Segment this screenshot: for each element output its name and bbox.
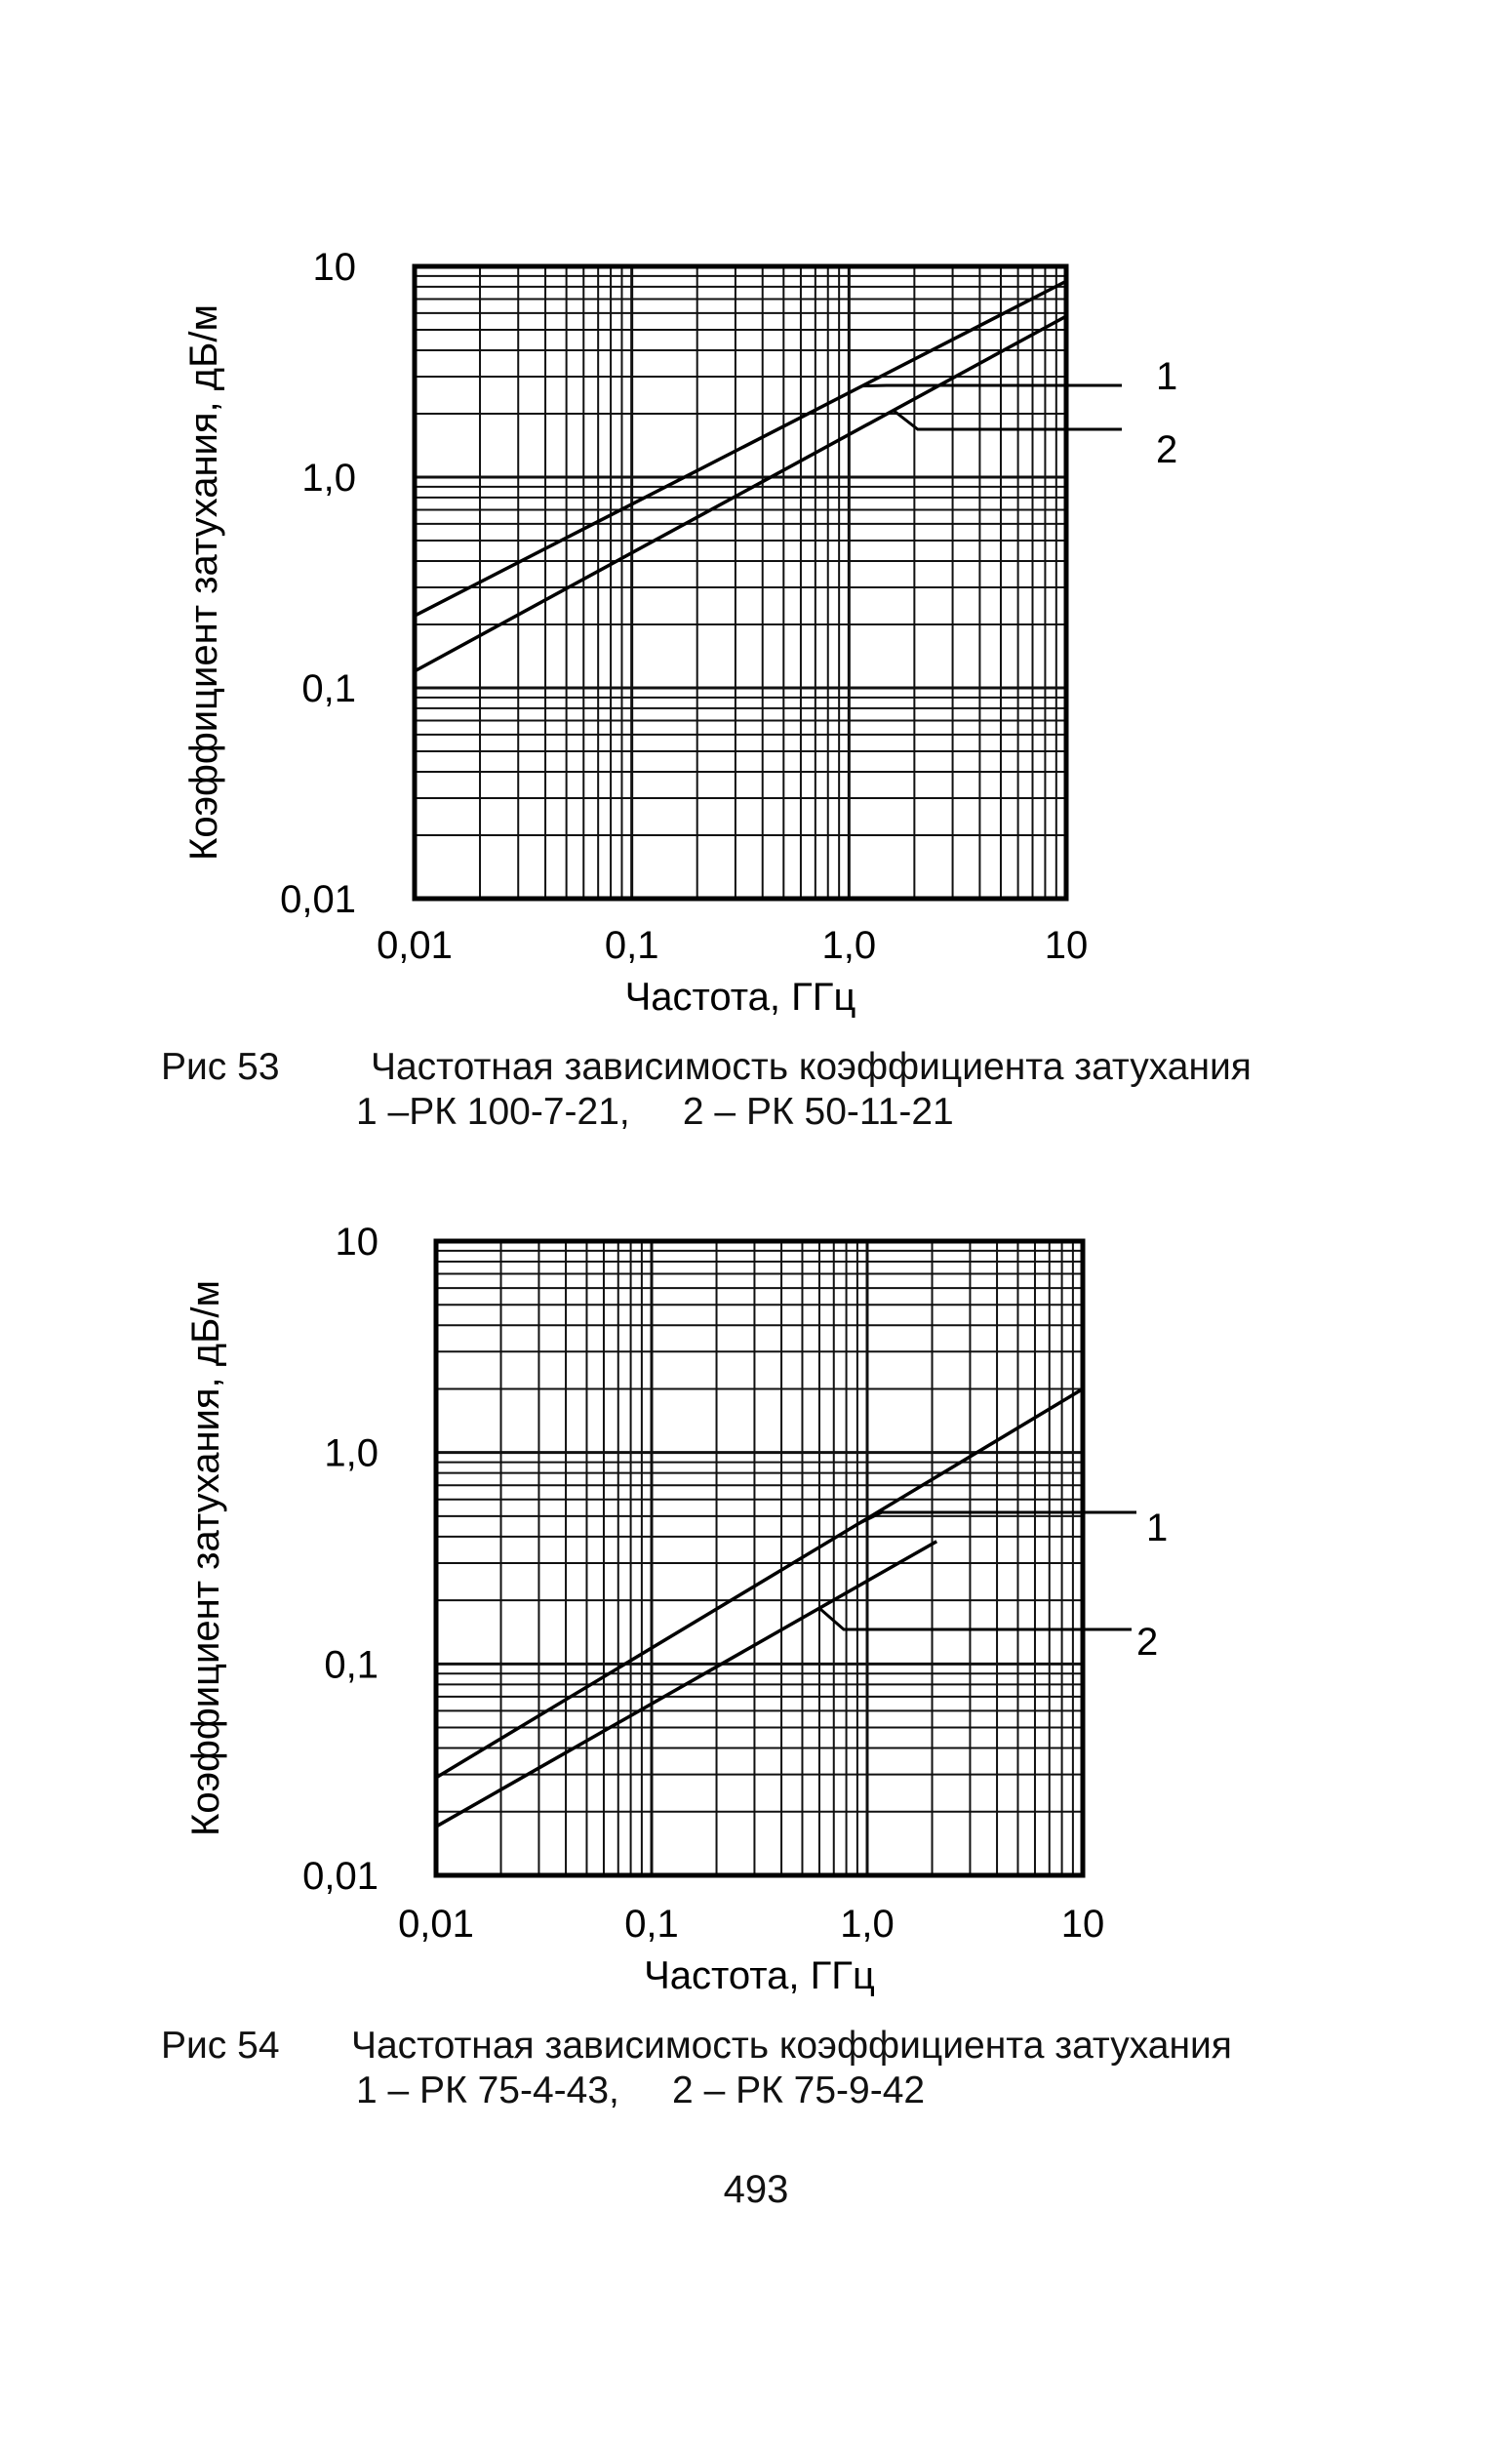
x-tick-label: 10 [1061,1903,1105,1946]
series-line-2 [414,314,1067,673]
page-number: 493 [723,2168,789,2211]
figure-53-number: Рис 53 [161,1046,280,1088]
leader-line-2 [817,1607,1132,1631]
x-tick-label: 0,1 [605,924,659,967]
y-tick-label: 0,1 [301,667,356,710]
chart-54: 1 2 0,01 0,1 1,0 10 0,01 0,1 1,0 10 Частота, ГГц Ко… [184,1221,1168,1997]
x-tick-label: 1,0 [822,924,877,967]
y-tick-label: 0,1 [324,1643,378,1686]
leader-line-1 [856,1510,1136,1526]
series-line-1 [435,1386,1084,1780]
figure-54-legend: 1 – РК 75-4-43, 2 – РК 75-9-42 [356,2069,926,2111]
annotation-label-2: 2 [1156,428,1177,471]
plot-frame [433,1238,1086,1878]
annotation-label-1: 1 [1146,1507,1168,1549]
x-tick-label: 0,1 [624,1903,679,1946]
x-tick-label: 10 [1045,924,1089,967]
x-axis-label: Частота, ГГц [644,1954,875,1997]
grid [436,1241,1083,1875]
x-tick-label: 1,0 [840,1903,895,1946]
y-tick-label: 1,0 [324,1432,378,1475]
y-tick-label: 1,0 [301,457,356,500]
x-tick-label: 0,01 [398,1903,474,1946]
y-tick-label: 10 [313,246,357,289]
leader-line-1 [861,383,1122,388]
leader-line-2 [892,409,1122,431]
x-axis-label: Частота, ГГц [625,976,856,1019]
chart-53: 1 2 0,01 0,1 1,0 10 0,01 0,1 1,0 10 Частота, ГГц Ко… [182,246,1177,1019]
figure-53-legend: 1 –РК 100-7-21, 2 – РК 50-11-21 [356,1091,954,1133]
figure-54-title: Частотная зависимость коэффициента затух… [351,2025,1232,2067]
x-tick-label: 0,01 [377,924,453,967]
y-axis-label: Коэффициент затухания, дБ/м [182,304,225,861]
y-tick-label: 0,01 [280,878,356,921]
y-axis-label: Коэффициент затухания, дБ/м [184,1280,227,1836]
series-line-1 [414,279,1067,618]
figure-54-number: Рис 54 [161,2025,280,2067]
figure-53-title: Частотная зависимость коэффициента затух… [371,1046,1252,1088]
y-tick-label: 10 [336,1221,379,1264]
grid [415,266,1066,899]
annotation-label-1: 1 [1156,355,1177,398]
series-line-2 [435,1540,938,1828]
plot-frame [412,263,1069,902]
annotation-label-2: 2 [1136,1621,1158,1664]
y-tick-label: 0,01 [302,1855,378,1898]
